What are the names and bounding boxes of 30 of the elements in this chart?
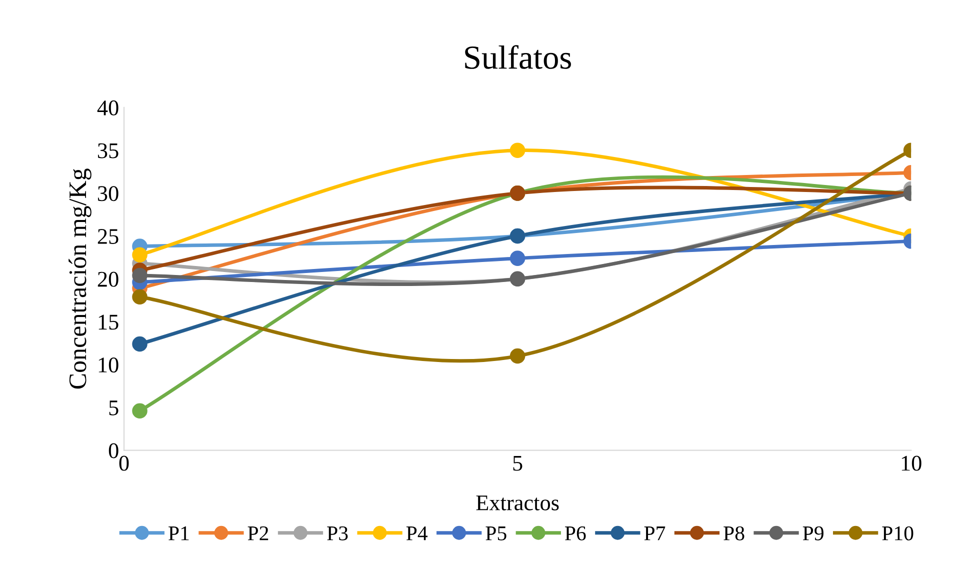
x-tick-label: 5 [513,456,522,471]
y-tick-label: 20 [98,272,118,287]
legend-label: P7 [644,526,666,540]
y-tick-label: 30 [98,186,118,202]
legend-label: P5 [486,526,506,540]
legend-label: P4 [406,526,428,540]
point [132,247,148,263]
chart-title: Sulfatos [465,45,571,69]
x-axis-title: Extractos [476,496,559,510]
legend-label: P2 [248,526,268,540]
x-tick-label: 10 [902,456,922,471]
point [132,268,148,284]
point [132,289,148,305]
y-tick-label: 5 [109,400,118,416]
point [132,403,148,418]
y-tick-label: 15 [98,314,118,330]
y-tick-label: 0 [108,443,118,458]
y-tick-label: 10 [98,358,118,373]
x-tick-label: 0 [119,456,129,471]
y-tick-label: 40 [97,100,118,116]
y-tick-label: 35 [98,143,118,158]
y-tick-label: 25 [98,229,118,244]
point [132,336,148,352]
legend-label: P6 [565,526,586,540]
legend-label: P8 [724,526,744,540]
legend-label: P9 [802,526,824,540]
legend-label: P10 [882,526,914,540]
legend-label: P1 [168,526,189,540]
y-axis-title: Concentración mg/Kg [68,168,92,389]
legend-label: P3 [327,526,348,540]
